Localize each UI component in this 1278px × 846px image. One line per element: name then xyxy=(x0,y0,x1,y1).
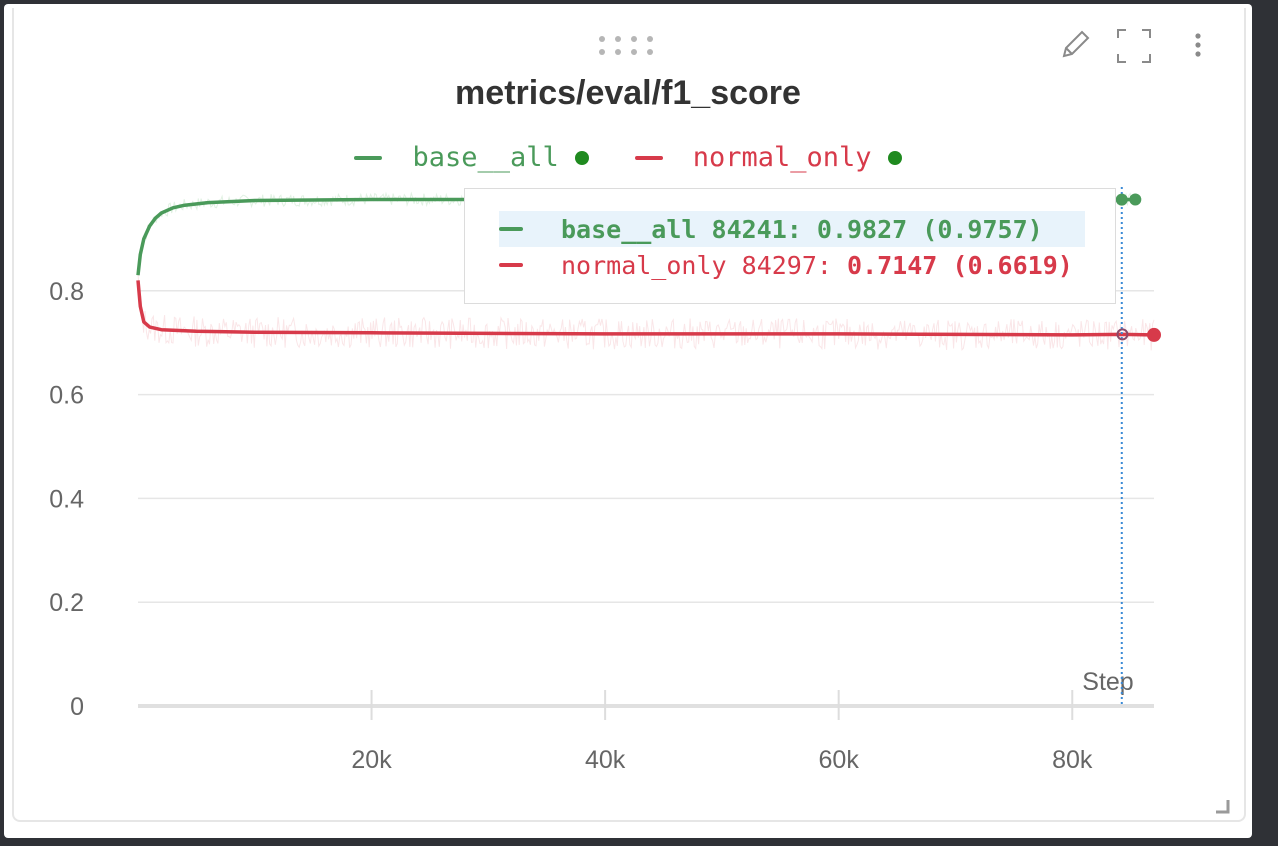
tooltip-step-normal-only: 84297 xyxy=(741,250,817,280)
legend-swatch-normal-only xyxy=(634,155,663,160)
x-tick-label: 40k xyxy=(585,746,626,774)
legend-item-normal-only[interactable]: normal_only xyxy=(634,142,902,173)
y-tick-label: 0.2 xyxy=(49,589,84,617)
tooltip-row-base-all: base__all 84241: 0.9827 (0.9757) xyxy=(499,211,1085,247)
more-vert-icon[interactable] xyxy=(1188,24,1208,68)
tooltip-series-normal-only: normal_only xyxy=(561,250,727,280)
y-tick-label: 0.6 xyxy=(49,382,84,410)
x-tick-label: 80k xyxy=(1052,746,1093,774)
hover-point-base-all xyxy=(1115,193,1128,206)
series-line-normal-only xyxy=(136,280,1155,337)
chart-legend: base__all normal_only xyxy=(4,142,1252,173)
tooltip-series-base-all: base__all xyxy=(561,214,697,244)
x-axis-label: Step xyxy=(1082,668,1133,696)
hover-point-normal-only xyxy=(1116,328,1129,341)
chart-panel: metrics/eval/f1_score base__all normal_o… xyxy=(4,4,1252,838)
legend-marker-base-all xyxy=(574,150,589,165)
legend-marker-normal-only xyxy=(887,150,902,165)
end-point-base-all xyxy=(1129,193,1142,206)
legend-swatch-base-all xyxy=(354,155,383,160)
tooltip-smoothed-normal-only: (0.6619) xyxy=(952,250,1073,280)
tooltip-swatch-base-all xyxy=(499,227,523,231)
legend-label-base-all: base__all xyxy=(412,142,559,173)
tooltip-smoothed-base-all: (0.9757) xyxy=(922,214,1043,244)
y-tick-label: 0.4 xyxy=(49,485,84,513)
tooltip-value-base-all: 0.9827 xyxy=(816,214,908,244)
resize-handle-icon[interactable] xyxy=(1214,798,1230,818)
tooltip-step-base-all: 84241 xyxy=(711,214,787,244)
fullscreen-icon[interactable] xyxy=(1112,24,1156,72)
drag-handle-icon[interactable] xyxy=(594,34,664,64)
legend-label-normal-only: normal_only xyxy=(692,142,872,173)
pencil-icon[interactable] xyxy=(1054,24,1094,68)
y-tick-label: 0.8 xyxy=(49,278,84,306)
y-tick-label: 0 xyxy=(70,693,84,721)
end-point-normal-only xyxy=(1147,327,1161,342)
plot-area[interactable]: 0 0.2 0.4 0.6 0.8 20k 40k 60k 80k Step xyxy=(4,4,1252,838)
hover-tooltip: base__all 84241: 0.9827 (0.9757) normal_… xyxy=(464,188,1116,304)
panel-border xyxy=(12,8,1246,822)
tooltip-row-normal-only: normal_only 84297: 0.7147 (0.6619) xyxy=(499,247,1073,283)
tooltip-value-normal-only: 0.7147 xyxy=(847,250,938,280)
x-tick-label: 20k xyxy=(351,746,392,774)
tooltip-swatch-normal-only xyxy=(499,263,523,267)
legend-item-base-all[interactable]: base__all xyxy=(354,142,589,173)
chart-title: metrics/eval/f1_score xyxy=(455,74,801,112)
x-tick-label: 60k xyxy=(819,746,860,774)
